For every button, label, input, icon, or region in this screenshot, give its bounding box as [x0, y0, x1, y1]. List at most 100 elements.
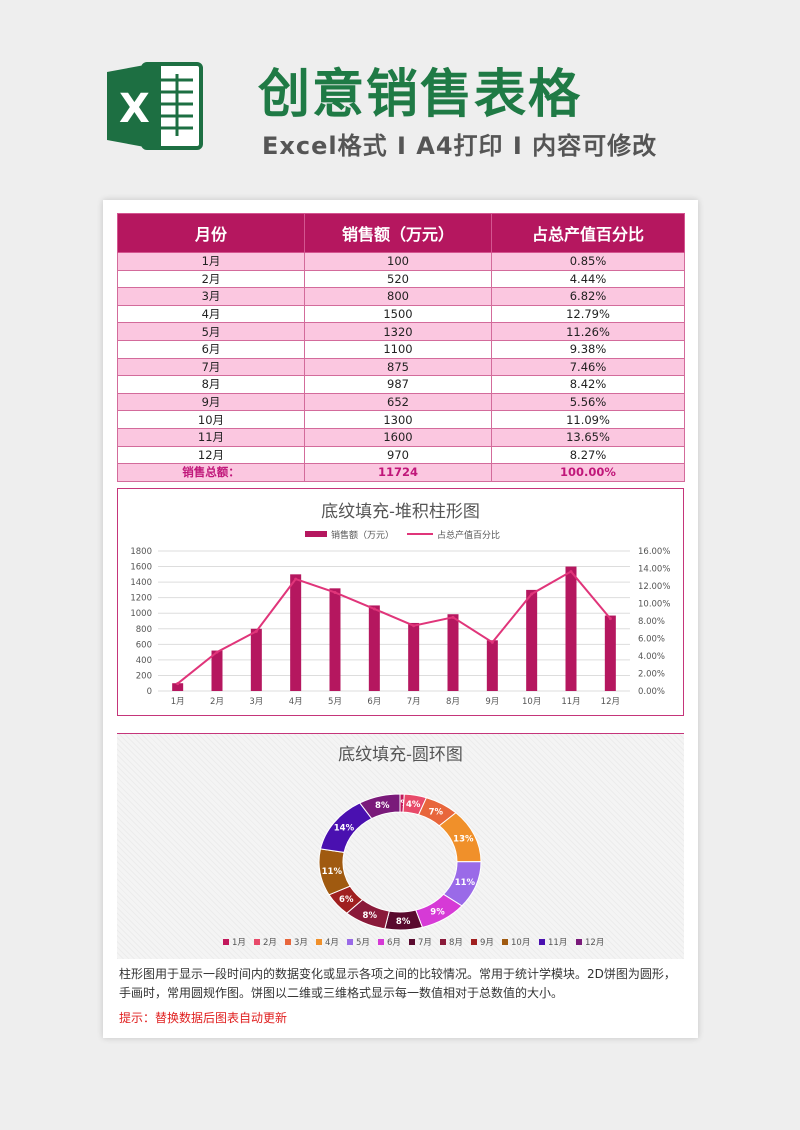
bar-sales — [447, 614, 459, 691]
legend-label-sales: 销售额（万元） — [331, 529, 394, 541]
combo-chart-panel: 底纹填充-堆积柱形图 销售额（万元） 占总产值百分比 0 200 400 600 800 10… — [117, 488, 684, 716]
bar-sales — [211, 650, 223, 691]
table-cell: 5.56% — [491, 392, 685, 412]
table-cell: 11.09% — [491, 410, 685, 429]
table-cell: 1320 — [304, 322, 492, 341]
page-subtitle: Excel格式 I A4打印 I 内容可修改 — [262, 132, 658, 160]
bar-sales — [290, 574, 302, 691]
table-cell: 1月 — [117, 252, 305, 271]
table-cell: 1500 — [304, 304, 492, 324]
donut-slice-label: 7% — [429, 808, 444, 818]
table-row: 2月 520 4.44% — [117, 269, 685, 289]
legend-label: 11月 — [548, 938, 567, 948]
table-cell: 4月 — [117, 304, 305, 324]
legend-swatch — [409, 939, 415, 945]
point-percent — [254, 629, 258, 633]
table-cell: 12.79% — [491, 304, 685, 324]
donut-slice-label: 13% — [453, 835, 474, 845]
table-cell: 8.27% — [491, 445, 685, 465]
legend-label: 2月 — [263, 938, 277, 948]
table-cell: 1100 — [304, 339, 492, 359]
combo-chart-title: 底纹填充-堆积柱形图 — [321, 502, 480, 522]
table-cell: 987 — [304, 375, 492, 394]
table-row: 1月 100 0.85% — [117, 252, 685, 271]
legend-swatch — [576, 939, 582, 945]
point-percent — [608, 617, 612, 621]
combo-chart: 销售额（万元） 占总产值百分比 0 200 400 600 800 1000 1200 1400 1… — [130, 529, 670, 707]
x-tick: 1月 — [171, 697, 185, 707]
x-tick: 6月 — [367, 697, 381, 707]
legend-swatch — [223, 939, 229, 945]
point-percent — [294, 577, 298, 581]
donut-legend: 1月 2月 3月 4月 5月 6月 7月 8月 9月 10月 11月 12月 — [223, 938, 604, 948]
table-total-row: 销售总额： 11724 100.00% — [117, 463, 685, 482]
donut-chart-title: 底纹填充-圆环图 — [338, 745, 463, 765]
x-tick: 8月 — [446, 697, 460, 707]
point-percent — [215, 650, 219, 654]
chart-legend: 销售额（万元） 占总产值百分比 — [305, 529, 500, 541]
line-percent — [177, 570, 612, 685]
legend-label: 5月 — [356, 938, 370, 948]
y-right-tick: 6.00% — [638, 635, 665, 645]
bar-sales — [526, 589, 538, 691]
column-header-month: 月份 — [117, 213, 305, 253]
table-cell: 875 — [304, 357, 492, 377]
donut-slice-label: 8% — [363, 911, 378, 921]
legend-label: 7月 — [418, 938, 432, 948]
legend-swatch — [254, 939, 260, 945]
donut-slice-label: 8% — [396, 917, 411, 927]
table-cell: 6月 — [117, 339, 305, 359]
legend-label-percent: 占总产值百分比 — [437, 529, 500, 541]
y-left-tick: 200 — [136, 671, 152, 681]
donut-slice-label: 11% — [322, 867, 343, 877]
legend-swatch — [502, 939, 508, 945]
table-cell: 11.26% — [491, 322, 685, 341]
table-row: 10月 1300 11.09% — [117, 410, 685, 429]
legend-label: 6月 — [387, 938, 401, 948]
bar-sales — [368, 605, 380, 691]
sales-table: 月份 销售额（万元） 占总产值百分比 1月 100 0.85% 2月 520 4.44%… — [117, 213, 685, 482]
table-cell: 13.65% — [491, 427, 685, 447]
table-cell: 4.44% — [491, 269, 685, 289]
x-tick: 9月 — [485, 697, 499, 707]
legend-label: 1月 — [232, 938, 246, 948]
table-cell: 7.46% — [491, 357, 685, 377]
sheet: 月份 销售额（万元） 占总产值百分比 1月 100 0.85% 2月 520 4.44%… — [103, 200, 698, 1038]
x-tick: 5月 — [328, 697, 342, 707]
page-title: 创意销售表格 — [258, 65, 583, 125]
table-row: 11月 1600 13.65% — [117, 427, 685, 447]
legend-label: 3月 — [294, 938, 308, 948]
donut-slice-label: 4% — [406, 800, 421, 810]
x-tick: 4月 — [289, 697, 303, 707]
table-cell: 5月 — [117, 322, 305, 341]
bar-sales — [486, 640, 498, 691]
y-left-tick: 600 — [136, 640, 152, 650]
y-right-tick: 10.00% — [638, 600, 670, 610]
point-percent — [372, 607, 376, 611]
y-left-tick: 0 — [147, 687, 152, 697]
table-row: 7月 875 7.46% — [117, 357, 685, 377]
legend-swatch — [440, 939, 446, 945]
legend-label: 4月 — [325, 938, 339, 948]
donut-slice-label: 9% — [430, 908, 445, 918]
y-left-tick: 1600 — [130, 563, 152, 573]
table-cell: 1300 — [304, 410, 492, 429]
y-right-tick: 4.00% — [638, 652, 665, 662]
bar-sales — [604, 615, 616, 691]
bar-sales — [329, 588, 341, 691]
table-cell: 2月 — [117, 269, 305, 289]
y-right-tick: 0.00% — [638, 687, 665, 697]
x-tick: 11月 — [561, 697, 580, 707]
table-cell: 8.42% — [491, 375, 685, 394]
donut-slice-label: 11% — [455, 878, 476, 888]
legend-swatch — [316, 939, 322, 945]
y-left-tick: 1400 — [130, 578, 152, 588]
y-right-tick: 2.00% — [638, 670, 665, 680]
table-cell: 100 — [304, 252, 492, 271]
table-cell: 0.85% — [491, 252, 685, 271]
y-right-tick: 16.00% — [638, 547, 670, 557]
bar-sales — [565, 566, 577, 691]
bar-sales — [250, 628, 262, 691]
legend-label: 10月 — [511, 938, 530, 948]
legend-swatch — [539, 939, 545, 945]
